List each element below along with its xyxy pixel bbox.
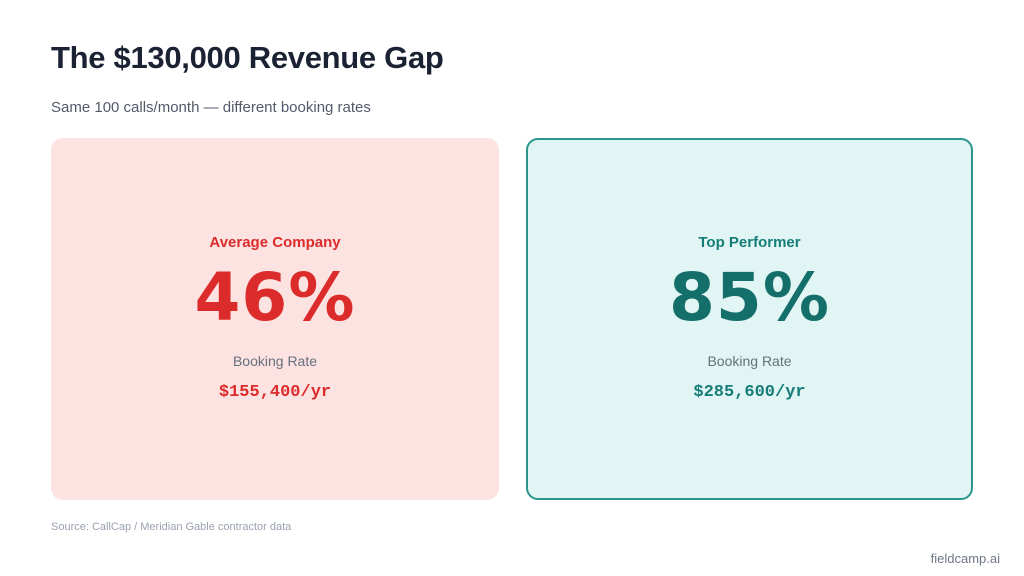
card-label-average: Average Company [209,234,341,251]
booking-rate-caption-top: Booking Rate [707,353,792,369]
page-subtitle: Same 100 calls/month — different booking… [51,99,371,116]
booking-rate-top: 85% [669,259,830,336]
average-company-card: Average Company 46% Booking Rate $155,40… [51,138,499,500]
page-title: The $130,000 Revenue Gap [51,40,444,75]
top-performer-card: Top Performer 85% Booking Rate $285,600/… [526,138,973,500]
brand-watermark: fieldcamp.ai [930,551,1000,566]
booking-rate-average: 46% [194,259,356,336]
booking-rate-caption-average: Booking Rate [232,353,318,369]
source-note: Source: CallCap / Meridian Gable contrac… [51,521,292,533]
revenue-average: $155,400/yr [218,383,332,402]
card-label-top: Top Performer [698,234,801,251]
revenue-top: $285,600/yr [693,383,806,402]
